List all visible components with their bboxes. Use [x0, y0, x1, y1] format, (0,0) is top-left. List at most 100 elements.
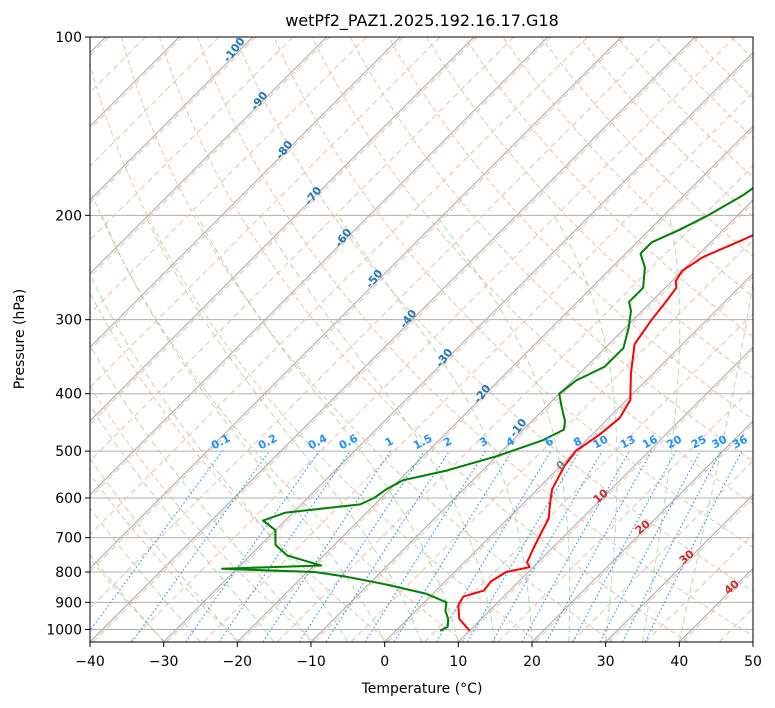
moist-adiabat	[436, 215, 571, 642]
y-tick-label: 800	[55, 565, 82, 581]
dry-adiabat	[90, 557, 166, 642]
mixing-ratio-line	[262, 450, 392, 642]
moist-adiabat	[144, 215, 422, 642]
dashed-isotherm	[90, 37, 404, 352]
skewed-isotherm	[310, 199, 753, 642]
skewed-isotherm	[90, 37, 549, 496]
dashed-isotherm	[90, 37, 588, 536]
x-tick-label: 20	[523, 654, 541, 670]
dashed-isotherm	[645, 533, 753, 642]
dry-adiabat	[349, 37, 753, 462]
isotherm-label: 30	[677, 547, 697, 567]
mixing-ratio-line	[325, 450, 450, 642]
mixing-ratio-line	[90, 450, 223, 632]
dry-adiabat	[120, 37, 614, 642]
moist-adiabat	[642, 215, 681, 642]
dashed-isotherm	[90, 37, 478, 425]
x-axis-ticks: −40 −30 −20 −10 0 10 20 30 40 50	[75, 642, 762, 670]
mixing-ratio-line	[218, 450, 351, 642]
dry-adiabat	[654, 37, 753, 139]
x-tick-label: 0	[380, 654, 389, 670]
moist-adiabat	[90, 507, 201, 642]
y-tick-label: 200	[55, 208, 82, 224]
mixing-ratio-label: 10	[591, 433, 611, 452]
y-axis-label: Pressure (hPa)	[12, 289, 28, 389]
mixing-ratio-label: 16	[640, 433, 660, 452]
height-label: -60	[332, 226, 355, 250]
x-axis-label: Temperature (°C)	[361, 681, 483, 697]
dry-adiabat	[692, 37, 753, 99]
dashed-isotherm	[90, 37, 294, 241]
x-tick-label: −40	[75, 654, 105, 670]
x-tick-label: −20	[223, 654, 253, 670]
dashed-isotherm	[534, 423, 753, 642]
dry-adiabat	[235, 37, 753, 592]
mixing-ratio-label: 0.1	[209, 432, 232, 453]
x-tick-label: 50	[744, 654, 762, 670]
dry-adiabat	[90, 62, 540, 642]
dashed-isotherm	[129, 37, 736, 642]
dry-adiabats	[90, 37, 753, 642]
dry-adiabat	[90, 292, 390, 642]
height-label: -70	[302, 184, 325, 208]
dashed-isotherm	[90, 37, 257, 204]
y-tick-label: 600	[55, 491, 82, 507]
height-label: -40	[397, 307, 420, 331]
x-tick-label: 10	[449, 654, 467, 670]
dashed-isotherm	[90, 37, 552, 499]
y-axis-ticks: 100 200 300 400 500 600 700 800 900 1000	[46, 30, 90, 638]
mixing-ratio-line	[364, 450, 486, 642]
height-label: -50	[363, 267, 386, 291]
moist-adiabats	[90, 215, 753, 642]
dashed-isotherm	[276, 165, 753, 642]
skewed-isotherm	[90, 37, 622, 570]
height-label: -20	[471, 382, 494, 406]
mixing-ratio-line	[545, 450, 653, 642]
dashed-isotherm	[350, 239, 753, 642]
mixing-ratio-label: 20	[664, 433, 684, 452]
dashed-isotherm	[90, 37, 441, 388]
dashed-isotherm	[571, 460, 753, 642]
dashed-isotherm	[203, 91, 753, 642]
mixing-ratio-lines	[90, 450, 743, 642]
dry-adiabat	[273, 37, 753, 548]
moist-adiabat	[337, 215, 533, 642]
mixing-ratio-label: 25	[689, 433, 709, 452]
dashed-isotherm	[387, 275, 753, 642]
dry-adiabat	[578, 37, 753, 218]
dashed-isotherm	[90, 37, 662, 609]
height-label: -90	[248, 89, 271, 113]
mixing-ratio-label: 3	[477, 434, 490, 449]
dashed-isotherm	[92, 37, 699, 642]
mixing-ratio-line	[185, 450, 320, 642]
x-tick-label: −30	[149, 654, 179, 670]
skewed-isotherm	[90, 37, 328, 275]
skewed-isotherm	[90, 37, 401, 349]
sounding-series	[221, 186, 753, 632]
mixing-ratio-label: 2	[441, 434, 454, 449]
moist-adiabat	[101, 215, 386, 642]
dry-adiabat	[197, 37, 753, 637]
y-tick-label: 900	[55, 595, 82, 611]
isotherm-label: 20	[633, 517, 653, 537]
pressure-gridlines	[90, 37, 753, 630]
mixing-ratio-line	[644, 450, 743, 642]
y-tick-label: 1000	[46, 622, 82, 638]
mixing-ratio-label: 0.4	[306, 432, 330, 453]
skewed-isotherm	[457, 346, 753, 642]
moist-adiabat	[196, 215, 459, 642]
height-label: -80	[273, 138, 296, 162]
mixing-ratio-line	[572, 450, 677, 642]
isotherm-label: 10	[591, 486, 611, 506]
x-tick-label: −10	[296, 654, 326, 670]
skewed-isotherm	[678, 567, 753, 642]
skewed-isotherm	[163, 51, 753, 642]
y-tick-label: 100	[55, 30, 82, 46]
moist-adiabat	[259, 215, 496, 642]
dashed-isotherm	[90, 37, 625, 573]
mixing-ratio-label: 1	[383, 434, 396, 449]
dry-adiabat	[90, 385, 316, 642]
mixing-ratio-line	[393, 450, 513, 642]
moist-adiabat	[90, 404, 275, 642]
dashed-isotherm	[460, 349, 753, 642]
